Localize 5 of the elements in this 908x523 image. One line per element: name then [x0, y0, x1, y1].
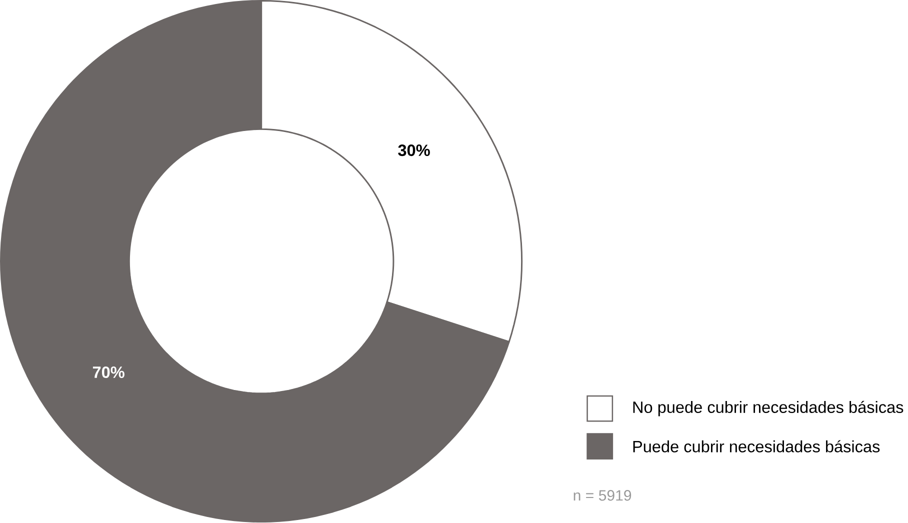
data-label: 70% — [92, 366, 124, 378]
data-label: 30% — [398, 144, 430, 156]
legend-label: No puede cubrir necesidades básicas — [633, 401, 904, 416]
legend-label: Puede cubrir necesidades básicas — [633, 440, 880, 453]
text: n = 5919 — [574, 490, 632, 501]
